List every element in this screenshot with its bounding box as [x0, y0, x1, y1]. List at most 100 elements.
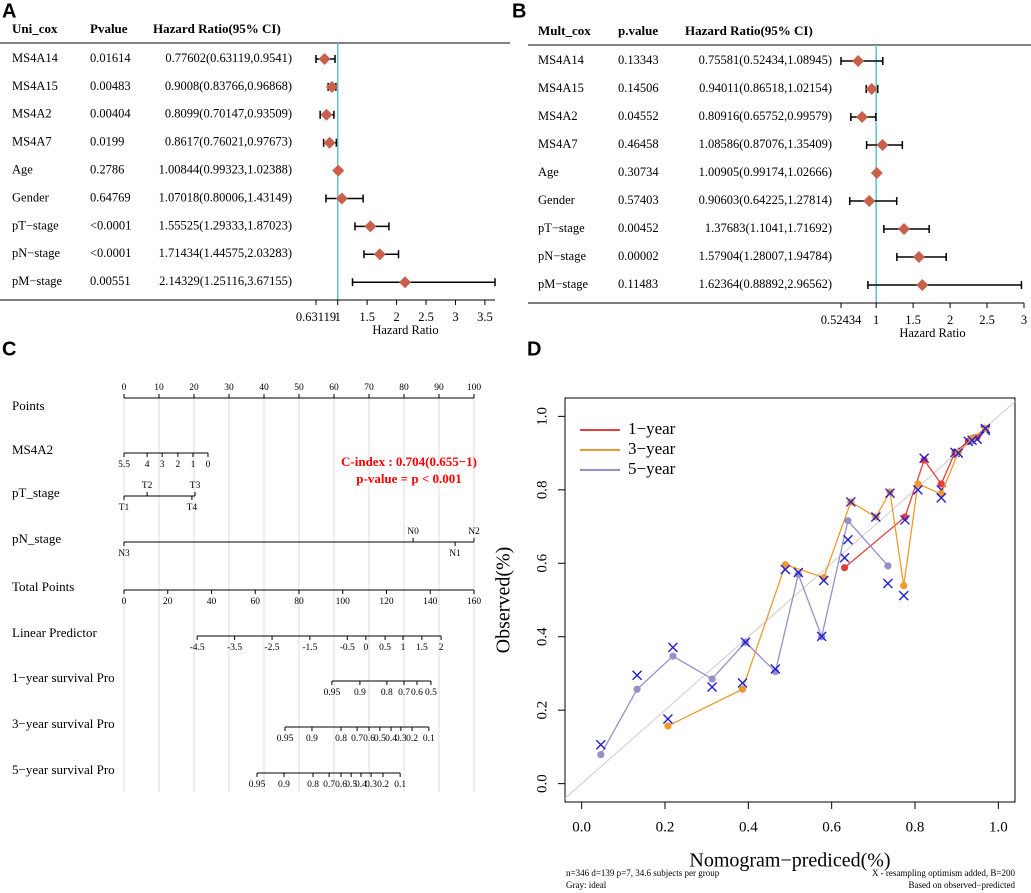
hazard-ratio-label: 0.8099(0.70147,0.93509)	[165, 107, 292, 121]
nomogram-tick-label: T2	[142, 481, 153, 491]
nomogram-tick-label: 0.9	[306, 734, 318, 744]
hazard-ratio-label: 1.71434(1.44575,2.03283)	[159, 246, 292, 260]
calibration-line	[844, 428, 986, 569]
nomogram-tick-label: 20	[189, 383, 199, 393]
p-value: 0.00452	[618, 221, 659, 235]
nomogram-tick-label: 0.5	[425, 688, 437, 698]
corrected-point	[912, 484, 923, 495]
panel-label: B	[512, 0, 526, 22]
observed-point	[884, 562, 892, 570]
x-tick-label: 0.0	[572, 819, 591, 835]
corrected-point	[900, 514, 910, 525]
hazard-ratio-point	[876, 139, 889, 151]
observed-point	[664, 722, 672, 730]
p-value: 0.00404	[90, 107, 131, 121]
hazard-ratio-label: 1.62364(0.88892,2.96562)	[699, 277, 832, 291]
nomogram-tick-label: 0.7	[323, 780, 335, 790]
nomogram-tick-label: 40	[259, 383, 269, 393]
y-tick-label: 0.8	[534, 480, 550, 499]
x-axis-label: Hazard Ratio	[372, 323, 438, 337]
nomogram-tick-label: 0.2	[377, 780, 389, 790]
nomogram-tick-label: -2.5	[265, 643, 280, 653]
row-label: 5−year survival Pro	[12, 762, 115, 777]
corrected-point	[953, 448, 964, 459]
nomogram-tick-label: 0.5	[374, 734, 386, 744]
nomogram-tick-label: 60	[329, 383, 339, 393]
corrected-point	[595, 739, 606, 750]
x-tick-label: 3	[1021, 313, 1027, 327]
corrected-point	[919, 453, 930, 464]
x-tick-label: 3	[452, 310, 458, 324]
row-name: MS4A15	[538, 81, 584, 95]
p-value: 0.2786	[90, 162, 124, 176]
row-label: Total Points	[12, 579, 74, 594]
corrected-point	[667, 642, 678, 653]
hazard-ratio-label: 1.08586(0.87076,1.35409)	[699, 137, 832, 151]
footnote: Gray: ideal	[566, 880, 607, 890]
nomogram-tick-label: N3	[118, 549, 130, 559]
x-tick-label: 3.5	[477, 310, 493, 324]
x-tick-label: 1.5	[905, 313, 921, 327]
observed-point	[937, 490, 945, 498]
hazard-ratio-label: 0.94011(0.86518,1.02154)	[699, 81, 832, 95]
annotation: C-index : 0.704(0.655−1)	[341, 454, 477, 469]
panel-label: D	[527, 338, 541, 360]
nomogram-tick-label: 160	[467, 597, 482, 607]
row-name: Gender	[538, 193, 576, 207]
hazard-ratio-label: 1.00844(0.99323,1.02388)	[159, 162, 292, 176]
legend-label: 5−year	[628, 459, 676, 478]
nomogram-tick-label: T1	[119, 503, 130, 513]
hazard-ratio-point	[335, 192, 348, 205]
nomogram-tick-label: 1	[191, 460, 196, 470]
hazard-ratio-point	[364, 220, 377, 233]
nomogram-tick-label: 1.5	[416, 643, 428, 653]
nomogram-tick-label: 0.7	[398, 688, 410, 698]
hazard-ratio-label: 1.00905(0.99174,1.02666)	[699, 165, 832, 179]
hazard-ratio-label: 0.9008(0.83766,0.96868)	[165, 79, 292, 93]
column-header: Uni_cox	[12, 21, 58, 36]
column-header: Mult_cox	[538, 23, 591, 38]
nomogram-tick-label: 0.3	[365, 780, 377, 790]
row-name: pT−stage	[538, 221, 585, 235]
corrected-point	[936, 492, 947, 503]
hazard-ratio-label: 2.14329(1.25116,3.67155)	[159, 274, 292, 288]
row-name: pT−stage	[12, 218, 59, 232]
x-tick-label: 0.8	[906, 819, 925, 835]
p-value: 0.57403	[618, 193, 659, 207]
x-tick-label: 0.6	[822, 819, 841, 835]
plot-frame	[564, 397, 1016, 803]
panel-label: A	[2, 0, 16, 22]
x-tick-label: 2.5	[418, 310, 434, 324]
y-tick-label: 0.0	[534, 774, 550, 793]
hazard-ratio-label: 1.37683(1.1041,1.71692)	[705, 221, 832, 235]
p-value: 0.0199	[90, 135, 124, 149]
nomogram-tick-label: 1	[401, 643, 406, 653]
hazard-ratio-point	[318, 53, 331, 65]
nomogram-tick-label: 0.8	[307, 780, 319, 790]
corrected-point	[818, 575, 829, 586]
row-name: MS4A7	[12, 135, 52, 149]
row-label: pT_stage	[12, 485, 60, 500]
observed-point	[844, 517, 852, 525]
row-name: MS4A2	[538, 109, 578, 123]
nomogram-tick-label: 0.95	[277, 734, 294, 744]
row-label: 1−year survival Pro	[12, 670, 115, 685]
x-tick-label: 2	[947, 313, 953, 327]
corrected-point	[816, 631, 827, 642]
x-tick-label: 1.0	[989, 819, 1008, 835]
x-axis-label: Nomogram−prediced(%)	[689, 850, 890, 872]
row-name: Gender	[12, 190, 50, 204]
footnote: Based on observed−predicted	[908, 880, 1015, 890]
x-tick-label: 2	[393, 310, 399, 324]
observed-point	[738, 685, 747, 693]
observed-point	[937, 480, 945, 488]
x-tick-label: 0.52434	[821, 313, 862, 327]
hazard-ratio-point	[870, 167, 883, 179]
p-value: <0.0001	[90, 246, 131, 260]
nomogram-tick-label: 0.9	[278, 780, 290, 790]
nomogram-tick-label: 0	[122, 597, 127, 607]
nomogram-tick-label: 2	[439, 643, 444, 653]
hazard-ratio-point	[325, 80, 338, 93]
p-value: 0.00551	[90, 274, 131, 288]
legend-label: 1−year	[628, 419, 676, 438]
